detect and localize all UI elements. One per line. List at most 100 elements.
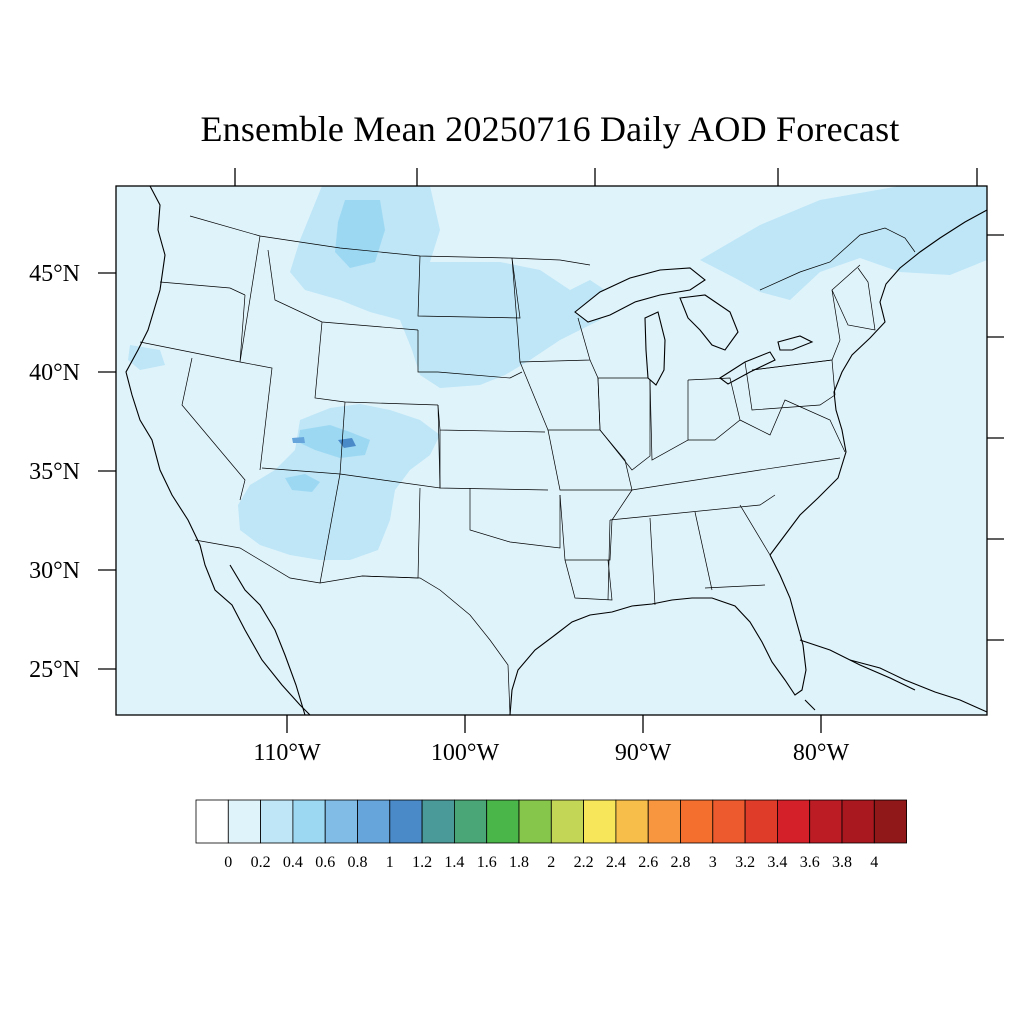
border-ca-nv [181, 357, 246, 501]
map-title: Ensemble Mean 20250716 Daily AOD Forecas… [200, 109, 900, 149]
lon-label-80w: 80°W [793, 740, 850, 766]
colorbar-label: 1.2 [412, 854, 432, 871]
colorbar-label: 0.6 [315, 854, 335, 871]
colorbar-swatch [292, 799, 326, 844]
border-nv-ut [239, 361, 273, 471]
border-nm-tx [361, 487, 421, 579]
aod-plume-core-small [292, 437, 305, 443]
lake-huron [679, 294, 739, 351]
right-ticks [987, 234, 1004, 641]
colorbar-label: 0.2 [251, 854, 271, 871]
colorbar-label: 2.8 [671, 854, 691, 871]
colorbar-swatch [550, 799, 584, 844]
colorbar-swatch [324, 799, 358, 844]
florida-keys [804, 699, 816, 711]
border-il [597, 377, 651, 471]
lat-label-45: 45°N [29, 261, 80, 287]
gulf-coastline [509, 554, 807, 716]
lon-label-110w: 110°W [253, 740, 321, 766]
border-ne-states [831, 267, 876, 331]
lake-superior [574, 267, 706, 323]
atlantic-coastline [769, 209, 988, 556]
border-wa-or [159, 281, 246, 296]
colorbar-swatch [227, 799, 262, 844]
colorbar-label: 1.8 [509, 854, 529, 871]
border-or-ca [139, 341, 241, 363]
colorbar-label: 1.6 [477, 854, 497, 871]
aod-plume-arizona [285, 474, 320, 492]
lake-michigan [644, 311, 666, 386]
lat-label-25: 25°N [29, 657, 80, 683]
lat-label-40: 40°N [29, 360, 80, 386]
left-ticks [98, 272, 116, 670]
map-background [116, 186, 987, 715]
colorbar-label: 0.4 [283, 854, 303, 871]
border-tn-south [609, 494, 776, 521]
colorbar-swatch [841, 799, 875, 844]
border-ok-tx [469, 488, 561, 549]
lake-ontario [777, 335, 814, 351]
colorbar-swatch [260, 799, 294, 844]
colorbar [195, 799, 907, 844]
colorbar-swatch [777, 799, 811, 844]
border-ar-la [559, 489, 633, 561]
pacific-coastline [125, 185, 311, 716]
colorbar-label: 1 [386, 854, 394, 871]
border-ms-al-ga [607, 504, 771, 606]
colorbar-labels: 0 0.2 0.4 0.6 0.8 1 1.2 1.4 1.6 1.8 2 2.2 2.4 2.6 2.8 3… [224, 854, 878, 871]
colorbar-swatch [647, 799, 681, 844]
colorbar-swatch [389, 799, 423, 844]
colorbar-label: 3 [709, 854, 717, 871]
border-ky-tn [631, 457, 841, 491]
colorbar-swatch [453, 799, 488, 844]
state-borders [139, 215, 916, 716]
coastlines [125, 185, 988, 716]
border-ny [751, 264, 861, 371]
colorbar-label: 4 [870, 854, 878, 871]
colorbar-label: 3.8 [832, 854, 852, 871]
colorbar-swatch [744, 799, 778, 844]
border-fl-ga [704, 584, 766, 589]
aod-plume-utah-colorado [298, 425, 370, 458]
border-in-oh [649, 379, 689, 461]
colorbar-label: 2.6 [638, 854, 658, 871]
lon-label-90w: 90°W [615, 740, 672, 766]
colorbar-label: 2.2 [574, 854, 594, 871]
colorbar-label: 0 [224, 854, 232, 871]
border-la-ms [564, 559, 613, 601]
aod-plumes [128, 186, 987, 560]
gulf-of-california [229, 564, 306, 716]
mexico-border [194, 539, 511, 716]
lat-label-30: 30°N [29, 558, 80, 584]
border-az-nm [319, 473, 341, 584]
lat-label-35: 35°N [29, 459, 80, 485]
border-mt-wy [267, 249, 419, 331]
caribbean-islands [849, 659, 988, 713]
colorbar-swatch [712, 799, 746, 844]
lon-label-100w: 100°W [431, 740, 500, 766]
border-nd-sd [417, 255, 521, 319]
colorbar-swatch [873, 799, 907, 844]
colorbar-swatch [615, 799, 649, 844]
colorbar-swatch [583, 799, 617, 844]
colorbar-swatch [680, 799, 714, 844]
colorbar-label: 3.4 [767, 854, 787, 871]
colorbar-swatch [518, 799, 552, 844]
colorbar-label: 0.8 [348, 854, 368, 871]
bottom-ticks [286, 715, 822, 733]
border-wy [314, 321, 439, 406]
colorbar-swatch [195, 799, 229, 844]
colorbar-label: 3.2 [735, 854, 755, 871]
colorbar-swatch [357, 799, 391, 844]
great-lakes [574, 267, 814, 386]
colorbar-label: 2 [547, 854, 555, 871]
canada-border-east [759, 227, 916, 291]
aod-plume-southwest [238, 404, 440, 560]
top-ticks [234, 168, 978, 186]
border-sd-ne [417, 330, 523, 379]
colorbar-swatch [421, 799, 455, 844]
cuba-coast [799, 639, 916, 691]
border-va-nc [739, 399, 846, 453]
border-mn [511, 257, 591, 363]
